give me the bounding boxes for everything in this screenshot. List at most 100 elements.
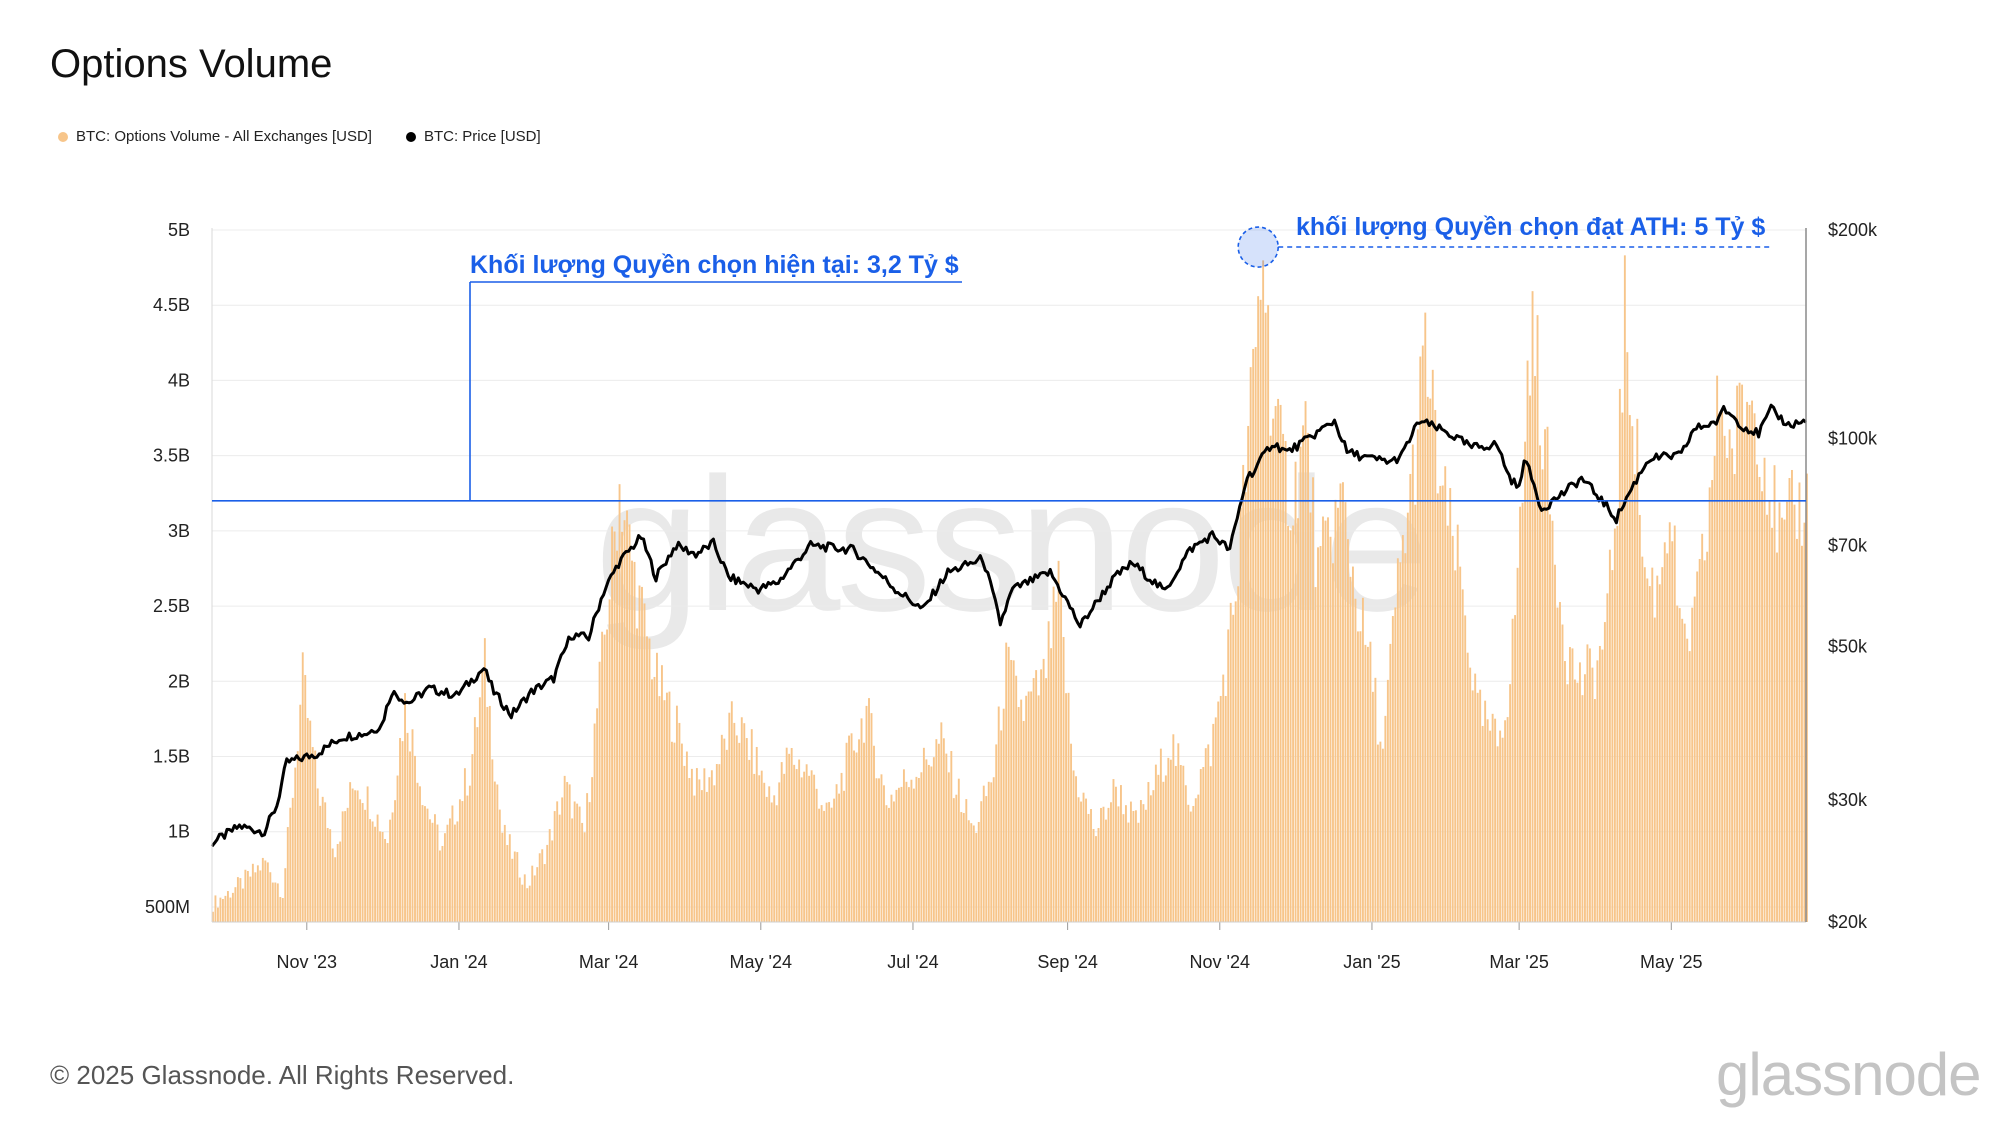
volume-bar xyxy=(955,794,958,922)
volume-bar xyxy=(820,805,823,922)
volume-bar xyxy=(1025,695,1028,922)
volume-bar xyxy=(1154,764,1157,922)
volume-bar xyxy=(1681,618,1684,922)
volume-bar xyxy=(680,743,683,922)
volume-bar xyxy=(1075,776,1077,922)
volume-bar xyxy=(1544,429,1546,922)
volume-bar xyxy=(493,781,496,922)
volume-bar xyxy=(1579,662,1581,922)
volume-bar xyxy=(982,785,985,922)
volume-bar xyxy=(798,759,801,922)
volume-bar xyxy=(1090,809,1092,922)
volume-bar xyxy=(900,786,903,922)
volume-bar xyxy=(1020,699,1023,922)
volume-bar xyxy=(1356,631,1359,922)
volume-bar xyxy=(905,781,908,922)
volume-bar xyxy=(1559,602,1561,922)
volume-bar xyxy=(1279,404,1282,922)
volume-bar xyxy=(1426,396,1429,922)
volume-bar xyxy=(1491,713,1494,922)
volume-bar xyxy=(967,820,970,922)
volume-bar xyxy=(234,887,237,922)
volume-bar xyxy=(1184,785,1187,922)
volume-bar xyxy=(1394,607,1397,922)
volume-bar xyxy=(855,752,858,922)
volume-bar xyxy=(830,807,833,922)
volume-bar xyxy=(1551,520,1554,922)
volume-bar xyxy=(1284,441,1287,922)
volume-bar xyxy=(728,712,731,922)
volume-bar xyxy=(1638,514,1641,922)
volume-bar xyxy=(1371,691,1374,922)
volume-bar xyxy=(468,785,471,922)
copyright: © 2025 Glassnode. All Rights Reserved. xyxy=(50,1060,515,1090)
volume-bar xyxy=(1536,315,1539,922)
volume-bar xyxy=(1337,507,1339,922)
volume-bar xyxy=(374,826,377,922)
volume-bar xyxy=(1129,801,1132,922)
volume-bar xyxy=(264,860,267,922)
volume-bar xyxy=(705,791,708,922)
volume-bar xyxy=(1035,670,1038,922)
x-tick-label: May '25 xyxy=(1640,952,1702,972)
legend-item-price[interactable]: BTC: Price [USD] xyxy=(405,128,541,145)
y-right-tick-label: $100k xyxy=(1828,428,1878,448)
volume-bar xyxy=(693,795,696,922)
volume-bar xyxy=(1618,388,1621,922)
volume-bar xyxy=(1080,801,1082,922)
volume-bar xyxy=(1112,779,1115,922)
volume-bar xyxy=(1222,674,1225,922)
volume-bar xyxy=(1017,707,1020,922)
volume-bar xyxy=(1404,553,1407,922)
volume-bar xyxy=(296,751,299,922)
volume-bar xyxy=(364,809,367,922)
volume-bar xyxy=(573,801,576,922)
volume-bar xyxy=(755,746,758,922)
volume-bar xyxy=(1386,679,1389,922)
volume-bar xyxy=(456,821,459,922)
legend-item-volume[interactable]: BTC: Options Volume - All Exchanges [USD… xyxy=(58,128,372,145)
volume-bar xyxy=(1384,715,1387,922)
volume-bar xyxy=(1274,406,1277,922)
volume-bar xyxy=(576,803,579,922)
volume-bar xyxy=(1673,525,1676,922)
volume-bar xyxy=(1736,385,1739,922)
volume-bar xyxy=(890,794,893,922)
volume-bar xyxy=(1015,675,1018,922)
volume-bar xyxy=(1666,553,1669,922)
volume-bar xyxy=(1317,547,1319,922)
volume-bar xyxy=(229,897,232,922)
glassnode-logo[interactable]: glassnode xyxy=(1716,1041,1982,1108)
volume-bar xyxy=(1598,645,1601,922)
volume-bar xyxy=(1703,560,1706,922)
volume-bar xyxy=(1569,647,1571,922)
volume-bar xyxy=(840,772,843,922)
volume-bar xyxy=(1060,595,1063,922)
y-right-tick-label: $20k xyxy=(1828,912,1868,932)
volume-bar xyxy=(1574,679,1576,922)
annotations: Khối lượng Quyền chọn hiện tại: 3,2 Tỷ $… xyxy=(212,213,1806,502)
volume-bar xyxy=(1000,730,1003,922)
volume-bar xyxy=(1197,794,1200,922)
volume-bar xyxy=(1758,476,1761,922)
volume-bar xyxy=(1272,418,1275,922)
volume-bar xyxy=(773,795,776,922)
volume-bar xyxy=(1746,401,1749,922)
volume-bar xyxy=(1142,804,1145,922)
volume-bar xyxy=(970,823,973,922)
volume-bar xyxy=(1087,813,1090,922)
volume-bar xyxy=(1741,384,1744,922)
volume-bar xyxy=(436,824,439,922)
volume-bar xyxy=(1147,782,1150,922)
volume-bar xyxy=(461,801,464,922)
volume-bar xyxy=(603,634,606,922)
volume-bar xyxy=(1077,797,1080,922)
volume-bar xyxy=(1421,345,1424,922)
volume-bar xyxy=(466,795,469,922)
volume-bar xyxy=(897,787,900,922)
volume-bar xyxy=(1192,805,1195,922)
volume-bar xyxy=(1189,811,1192,922)
volume-bar xyxy=(875,778,878,922)
volume-bar xyxy=(1591,667,1594,922)
volume-bar xyxy=(1658,584,1661,922)
